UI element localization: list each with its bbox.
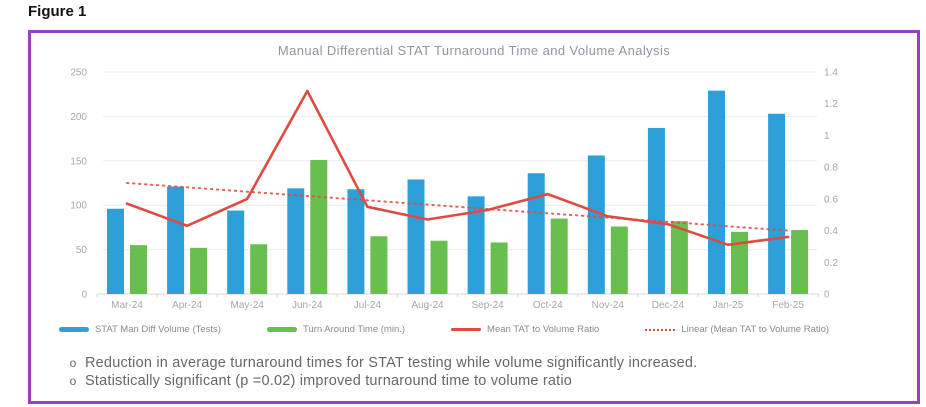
svg-text:Feb-25: Feb-25	[772, 300, 804, 311]
svg-text:Mar-24: Mar-24	[111, 300, 143, 311]
legend-label: STAT Man Diff Volume (Tests)	[94, 324, 221, 335]
chart-legend: STAT Man Diff Volume (Tests) Turn Around…	[1, 324, 887, 335]
note-item: o Reduction in average turnaround times …	[61, 355, 901, 371]
trend-line-swatch-icon	[645, 328, 676, 331]
svg-text:Jun-24: Jun-24	[292, 300, 323, 311]
chart-title: Manual Differential STAT Turnaround Time…	[277, 43, 671, 58]
legend-item-linear-trend: Linear (Mean TAT to Volume Ratio)	[645, 324, 829, 335]
svg-text:50: 50	[76, 245, 88, 256]
svg-text:1: 1	[824, 131, 830, 142]
svg-text:0: 0	[81, 290, 87, 301]
note-text: Reduction in average turnaround times fo…	[85, 355, 698, 371]
legend-item-turnaround: Turn Around Time (min.)	[266, 324, 406, 335]
svg-text:0.2: 0.2	[824, 258, 838, 269]
svg-text:0: 0	[824, 290, 830, 301]
svg-text:May-24: May-24	[231, 300, 265, 311]
notes-list: o Reduction in average turnaround times …	[61, 355, 901, 391]
svg-text:Aug-24: Aug-24	[411, 300, 444, 311]
svg-text:Sep-24: Sep-24	[471, 300, 504, 311]
volume-series-swatch-icon	[58, 327, 89, 332]
svg-text:1.2: 1.2	[824, 99, 838, 110]
legend-item-volume: STAT Man Diff Volume (Tests)	[58, 324, 221, 335]
legend-item-ratio: Mean TAT to Volume Ratio	[451, 324, 599, 335]
chart-canvas: 0 50 100 150 200 250 0 0.2 0.4 0.6 0.8 1 1.2 1.4 Mar-2…	[70, 68, 838, 312]
legend-label: Mean TAT to Volume Ratio	[487, 324, 600, 335]
bullet-marker: o	[69, 374, 77, 388]
svg-text:Oct-24: Oct-24	[533, 300, 563, 311]
svg-text:Nov-24: Nov-24	[592, 300, 625, 311]
svg-text:Apr-24: Apr-24	[172, 300, 202, 311]
note-text: Statistically significant (p =0.02) impr…	[85, 373, 573, 389]
svg-text:200: 200	[70, 112, 87, 123]
bullet-marker: o	[69, 356, 77, 370]
svg-text:0.4: 0.4	[824, 226, 838, 237]
svg-text:Jan-25: Jan-25	[713, 300, 744, 311]
svg-text:1.4: 1.4	[824, 68, 838, 79]
svg-text:0.6: 0.6	[824, 194, 838, 205]
legend-label: Turn Around Time (min.)	[302, 324, 406, 335]
svg-text:0.8: 0.8	[824, 163, 838, 174]
turnaround-series-swatch-icon	[266, 327, 297, 332]
legend-label: Linear (Mean TAT to Volume Ratio)	[681, 324, 830, 335]
svg-text:Jul-24: Jul-24	[354, 300, 382, 311]
svg-text:250: 250	[70, 68, 87, 79]
figure-frame: Manual Differential STAT Turnaround Time…	[28, 30, 920, 404]
ratio-line-swatch-icon	[451, 328, 482, 331]
figure-label: Figure 1	[28, 3, 87, 20]
svg-text:100: 100	[70, 201, 87, 212]
svg-text:150: 150	[70, 156, 87, 167]
note-item: o Statistically significant (p =0.02) im…	[61, 373, 901, 389]
svg-text:Dec-24: Dec-24	[652, 300, 685, 311]
